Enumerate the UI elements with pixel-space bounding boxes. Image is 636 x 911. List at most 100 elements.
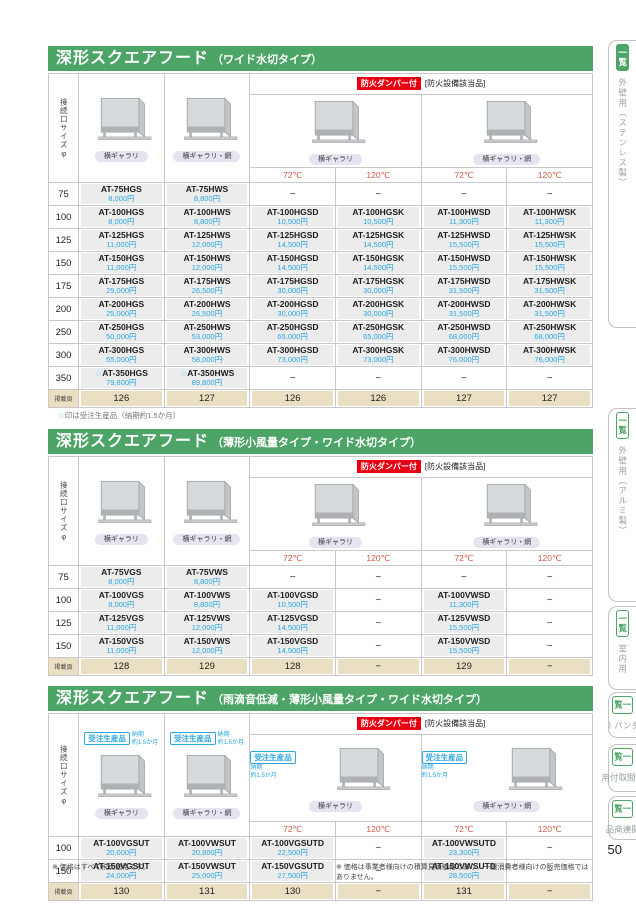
page-reference-cell: 128 xyxy=(79,658,165,676)
product-image-cell-damper: 横ギャラリ xyxy=(250,95,421,168)
page-row-label: 掲載頁 xyxy=(49,883,79,901)
sidebar-nav: 一覧外壁用（ステンレス製）一覧外壁用（アルミ製）一覧室内用一覧ダンパー一覧中間取… xyxy=(600,0,636,900)
price-value: 14,500円 xyxy=(252,624,333,632)
no-product-dash: − xyxy=(250,566,336,589)
no-product-dash: − xyxy=(507,837,593,860)
section-title: 深形スクエアフード xyxy=(56,687,209,711)
gallery-type-label: 横ギャラリ・網 xyxy=(473,537,540,548)
no-product-dash: − xyxy=(421,183,507,206)
price-value: 89,800円 xyxy=(167,379,248,387)
footnote-left: ※ 価格はすべて税別価格です。 xyxy=(52,862,149,872)
connection-size-cell: 150 xyxy=(49,252,79,275)
price-value: 76,000円 xyxy=(509,356,590,364)
fire-damper-badge: 防火ダンパー付 xyxy=(357,77,421,90)
price-value: 10,500円 xyxy=(252,601,333,609)
page-reference-cell: 126 xyxy=(250,390,336,408)
fire-damper-header-cell: 防火ダンパー付[防火設備該当品] xyxy=(250,714,593,735)
price-value: 11,300円 xyxy=(424,218,505,226)
size-axis-label: 接続口サイズφ xyxy=(60,98,68,159)
connection-size-cell: 350 xyxy=(49,367,79,390)
footnote-right: ※ 価格は事業者様向けの積算見積価格であり、一般消費者様向けの販売価格ではありま… xyxy=(336,862,594,882)
tab-category-label: 外壁用（ステンレス製） xyxy=(618,78,627,188)
size-axis-label-cell: 接続口サイズφ xyxy=(49,714,79,837)
connection-size-cell: 150 xyxy=(49,635,79,658)
fire-equipment-note: [防火設備該当品] xyxy=(425,719,485,728)
price-value: 11,000円 xyxy=(81,264,162,272)
page-reference-cell: 126 xyxy=(335,390,421,408)
sidebar-tab-4[interactable]: 一覧ダンパー xyxy=(608,692,636,738)
page-reference-cell: 126 xyxy=(79,390,165,408)
gallery-type-label: 横ギャラリ xyxy=(95,534,148,545)
fire-equipment-note: [防火設備該当品] xyxy=(425,462,485,471)
price-value: 55,000円 xyxy=(81,356,162,364)
no-product-dash: − xyxy=(335,367,421,390)
sidebar-tab-3[interactable]: 一覧室内用 xyxy=(608,606,636,690)
temperature-header-cell: 120℃ xyxy=(507,168,593,183)
made-to-order-badge: 受注生産品 xyxy=(250,751,296,764)
product-image-cell: 横ギャラリ xyxy=(79,74,165,183)
square-hood-product-image xyxy=(476,479,538,531)
temperature-header-cell: 72℃ xyxy=(421,822,507,837)
tab-category-label: 外壁用（アルミ製） xyxy=(618,446,627,536)
price-value: 73,000円 xyxy=(338,356,419,364)
made-to-order-block: 受注生産品納期約1.5か月 xyxy=(422,743,468,780)
price-value: 31,500円 xyxy=(424,310,505,318)
gallery-type-label: 横ギャラリ・網 xyxy=(473,154,540,165)
no-product-dash: − xyxy=(507,589,593,612)
page-reference-cell: 130 xyxy=(79,883,165,901)
price-value: 65,000円 xyxy=(252,333,333,341)
section-title: 深形スクエアフード xyxy=(56,47,209,71)
price-value: 10,500円 xyxy=(338,218,419,226)
price-value: 31,500円 xyxy=(509,310,590,318)
product-image-cell: 横ギャラリ・網 xyxy=(164,457,250,566)
price-value: 73,000円 xyxy=(252,356,333,364)
made-to-order-block: 受注生産品納期約1.5か月 xyxy=(250,743,296,780)
temperature-header-cell: 72℃ xyxy=(250,822,336,837)
no-product-dash: − xyxy=(507,635,593,658)
sidebar-tab-2[interactable]: 一覧外壁用（アルミ製） xyxy=(608,408,636,602)
sidebar-tab-1[interactable]: 一覧外壁用（ステンレス製） xyxy=(608,40,636,328)
page-reference-cell: 127 xyxy=(507,390,593,408)
price-value: 14,500円 xyxy=(252,264,333,272)
connection-size-cell: 100 xyxy=(49,837,79,860)
square-hood-product-image xyxy=(329,743,391,795)
price-value: 53,000円 xyxy=(167,333,248,341)
section-title: 深形スクエアフード xyxy=(56,430,209,454)
product-image-cell: 横ギャラリ xyxy=(79,457,165,566)
sidebar-tab-5[interactable]: 一覧中間取付用 xyxy=(608,744,636,792)
connection-size-cell: 100 xyxy=(49,589,79,612)
price-value: 30,000円 xyxy=(338,287,419,295)
damper-image-group: 受注生産品納期約1.5か月 xyxy=(250,743,420,795)
price-value: 68,000円 xyxy=(509,333,590,341)
no-product-dash: − xyxy=(507,183,593,206)
gallery-type-label: 横ギャラリ xyxy=(309,537,362,548)
square-hood-product-image xyxy=(176,93,238,145)
delivery-note: 納期約1.5か月 xyxy=(250,765,296,780)
tab-list-badge: 一覧 xyxy=(612,696,633,714)
price-value: 8,800円 xyxy=(167,578,248,586)
price-value: 25,000円 xyxy=(167,872,248,880)
price-value: 25,000円 xyxy=(81,287,162,295)
square-hood-product-image xyxy=(90,476,152,528)
made-to-order-star: ☆ xyxy=(95,368,103,378)
sidebar-tab-6[interactable]: 一覧関連商品 xyxy=(608,796,636,840)
